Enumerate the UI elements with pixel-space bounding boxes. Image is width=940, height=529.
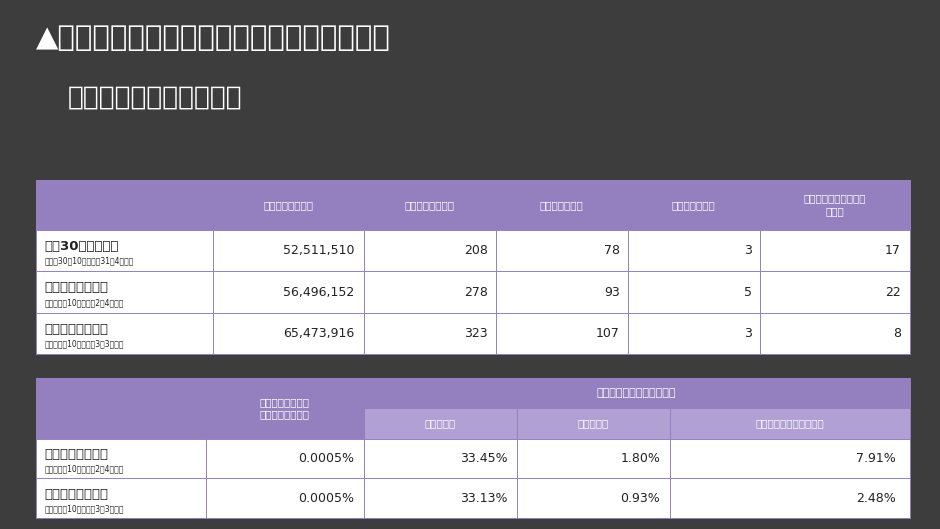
Text: （令和元年10月～令和2年4月末）: （令和元年10月～令和2年4月末）: [44, 464, 124, 473]
Text: 33.45%: 33.45%: [460, 452, 508, 465]
Text: うちアナフィラキシー
報告数: うちアナフィラキシー 報告数: [804, 194, 866, 216]
Text: 7.91%: 7.91%: [855, 452, 896, 465]
Text: （令和元年10月～令和2年4月末）: （令和元年10月～令和2年4月末）: [44, 298, 124, 307]
Text: 2.48%: 2.48%: [855, 492, 896, 505]
Text: 平成30年シーズン: 平成30年シーズン: [44, 240, 119, 253]
Text: 65,473,916: 65,473,916: [283, 327, 354, 340]
Text: （平成30年10月～平成31年4月末）: （平成30年10月～平成31年4月末）: [44, 257, 134, 266]
Text: 重笶報告率: 重笶報告率: [425, 418, 456, 428]
Text: （令和２年10月～令和3年3月末）: （令和２年10月～令和3年3月末）: [44, 340, 124, 349]
Text: 78: 78: [603, 244, 619, 257]
Text: 0.93%: 0.93%: [620, 492, 660, 505]
Text: （医療機関からの報告）: （医療機関からの報告）: [68, 85, 243, 111]
Text: 52,511,510: 52,511,510: [283, 244, 354, 257]
Text: 208: 208: [463, 244, 488, 257]
Text: 5: 5: [744, 286, 752, 298]
Text: ▲インフルエンザワクチン副反応疑い報告数: ▲インフルエンザワクチン副反応疑い報告数: [36, 24, 391, 52]
Text: うち死亡報告数: うち死亡報告数: [672, 200, 715, 209]
Text: 3: 3: [744, 244, 752, 257]
Text: 22: 22: [885, 286, 901, 298]
Text: 1.80%: 1.80%: [620, 452, 660, 465]
Text: 93: 93: [604, 286, 619, 298]
Text: 接種者数に対する
副反応疑い報告率: 接種者数に対する 副反応疑い報告率: [259, 397, 310, 419]
Text: 323: 323: [464, 327, 488, 340]
Text: アナフィラキシー報告率: アナフィラキシー報告率: [756, 418, 824, 428]
Text: 令和元年シーズン: 令和元年シーズン: [44, 448, 108, 461]
Text: 107: 107: [596, 327, 619, 340]
Text: 278: 278: [463, 286, 488, 298]
Text: 33.13%: 33.13%: [460, 492, 508, 505]
Text: 0.0005%: 0.0005%: [298, 452, 354, 465]
Text: 8: 8: [893, 327, 901, 340]
Text: 副反応疑い報告数: 副反応疑い報告数: [404, 200, 455, 209]
Text: 56,496,152: 56,496,152: [283, 286, 354, 298]
Text: 17: 17: [885, 244, 901, 257]
Text: 接種者数（回分）: 接種者数（回分）: [263, 200, 313, 209]
Text: 令和元年シーズン: 令和元年シーズン: [44, 281, 109, 294]
Text: 0.0005%: 0.0005%: [298, 492, 354, 505]
Text: 死亡報告率: 死亡報告率: [577, 418, 608, 428]
Text: 3: 3: [744, 327, 752, 340]
Text: 副反応疑い報告数に対する: 副反応疑い報告数に対する: [597, 388, 677, 398]
Text: 令和２年シーズン: 令和２年シーズン: [44, 323, 109, 336]
Text: うち重笶報告数: うち重笶報告数: [540, 200, 584, 209]
Text: 令和２年シーズン: 令和２年シーズン: [44, 488, 108, 501]
Text: （令和２年10月～令和3年3月末）: （令和２年10月～令和3年3月末）: [44, 504, 124, 513]
